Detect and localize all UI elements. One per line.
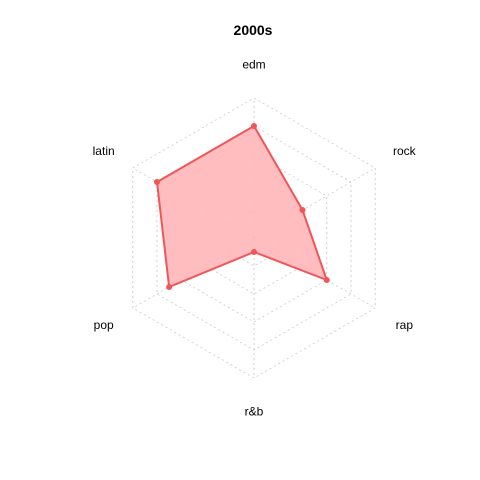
axis-labels: edm rock rap r&b pop latin xyxy=(93,57,417,418)
axis-label-pop: pop xyxy=(94,318,114,332)
grid-ring-5 xyxy=(132,97,376,379)
axis-label-rap: rap xyxy=(396,318,414,332)
data-point-pop xyxy=(166,284,173,290)
axis-label-edm: edm xyxy=(242,57,265,71)
data-point-latin xyxy=(154,179,161,185)
spoke-rock xyxy=(253,167,376,239)
axis-label-latin: latin xyxy=(93,144,115,158)
axis-label-rb: r&b xyxy=(245,405,264,419)
data-point-edm xyxy=(251,123,257,129)
data-point-rap xyxy=(323,277,330,283)
data-point-r&b xyxy=(251,249,257,255)
radar-series xyxy=(154,123,330,290)
chart-title: 2000s xyxy=(234,22,273,38)
data-point-rock xyxy=(299,207,306,213)
series-area-0 xyxy=(156,125,328,288)
axis-label-rock: rock xyxy=(393,144,417,158)
